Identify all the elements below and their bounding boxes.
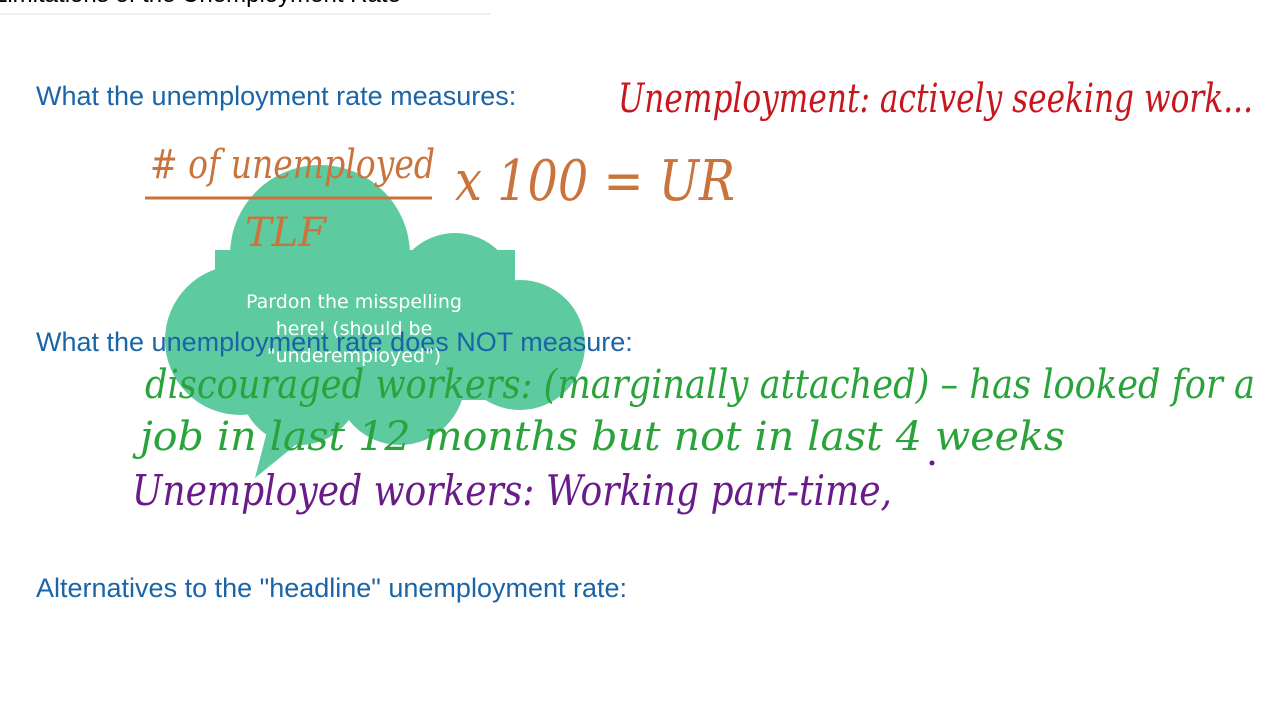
- slide-title: Limitations of the Unemployment Rate: [0, 0, 401, 8]
- heading: What the unemployment rate does NOT meas…: [36, 327, 633, 357]
- callout-text: here! (should be: [276, 318, 433, 340]
- callout-text: "underemployed"): [267, 345, 441, 367]
- callout-cloud: [165, 165, 585, 478]
- handwriting: Unemployment: actively seeking work...: [618, 76, 1253, 122]
- handwriting: x 100 = UR: [455, 149, 735, 214]
- pen-dot: [929, 460, 935, 466]
- heading: Alternatives to the "headline" unemploym…: [36, 573, 627, 603]
- handwriting: discouraged workers: (marginally attache…: [145, 362, 1255, 408]
- handwriting: Unemployed workers: Working part-time,: [132, 466, 892, 515]
- handwriting: # of unemployed: [150, 142, 435, 188]
- handwriting: job in last 12 months but not in last 4 …: [132, 414, 1065, 460]
- heading: What the unemployment rate measures:: [36, 81, 516, 111]
- handwriting: TLF: [245, 210, 327, 256]
- callout-text: Pardon the misspelling: [246, 291, 462, 313]
